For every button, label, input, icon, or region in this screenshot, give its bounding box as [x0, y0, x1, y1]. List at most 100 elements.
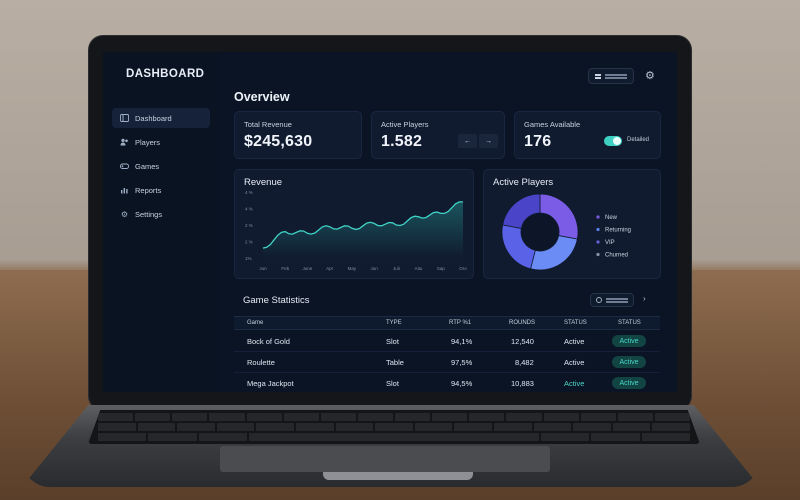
menu-lines-icon — [605, 74, 627, 76]
status-badge: Active — [612, 356, 646, 368]
revenue-chart-panel: Revenue 4 % 4 % 2 % 2 % 1% Jun Feb June Apr May Ju… — [234, 169, 474, 279]
arrow-left-icon[interactable]: ← — [458, 134, 477, 148]
x-tick-label: Juli — [393, 266, 400, 271]
x-tick-label: Apr — [326, 266, 334, 271]
y-tick-label: 2 % — [245, 240, 253, 245]
game-rounds: 12,540 — [511, 337, 534, 346]
sidebar: DASHBOARD Dashboard Players Games Report… — [103, 52, 221, 392]
legend-marker — [596, 240, 600, 244]
detailed-toggle[interactable] — [604, 136, 622, 146]
laptop-screen: DASHBOARD Dashboard Players Games Report… — [103, 52, 677, 392]
sidebar-item-label: Reports — [135, 185, 162, 195]
x-tick-label: May — [348, 266, 357, 271]
x-tick-label: Feb — [281, 266, 289, 271]
total-revenue-value: $245,630 — [244, 133, 313, 150]
active-players-panel: Active Players New Returning VIP Churned — [483, 169, 661, 279]
revenue-chart-title: Revenue — [244, 177, 283, 188]
sidebar-item-players[interactable]: Players — [112, 132, 210, 152]
legend-marker — [596, 227, 600, 232]
page-title: Overview — [234, 90, 290, 104]
table-row[interactable]: Mega Jackpot Slot 94,5% 10,883 Active Ac… — [234, 373, 660, 392]
gear-icon[interactable]: ⚙ — [645, 70, 655, 82]
column-header: STATUS — [618, 320, 641, 326]
sidebar-item-label: Dashboard — [135, 113, 172, 123]
menu-lines-icon — [606, 298, 628, 300]
table-header: Game TYPE RTP %1 ROUNDS STATUS STATUS — [234, 316, 660, 330]
active-players-value: 1.582 — [381, 133, 423, 150]
x-tick-label: Jun — [370, 266, 378, 271]
total-revenue-card: Total Revenue $245,630 — [234, 111, 362, 159]
column-header: Game — [247, 320, 264, 326]
game-type: Table — [386, 358, 404, 367]
active-players-card: Active Players 1.582 ← → — [371, 111, 505, 159]
column-header: RTP %1 — [449, 320, 472, 326]
revenue-series-line — [262, 201, 463, 249]
game-rtp: 97,5% — [451, 358, 473, 367]
x-tick-label: Aitu — [415, 266, 423, 271]
sidebar-item-label: Players — [135, 137, 161, 147]
gamepad-icon — [120, 162, 129, 170]
arrow-right-icon[interactable]: → — [479, 134, 498, 148]
dashboard-icon — [120, 114, 129, 122]
chevron-right-icon[interactable]: › — [643, 294, 646, 303]
sidebar-item-label: Settings — [135, 209, 163, 219]
sidebar-item-reports[interactable]: Reports — [112, 180, 210, 200]
table-row[interactable]: Roulette Table 97,5% 8,482 Active Active — [234, 352, 660, 373]
card-label: Games Available — [524, 120, 581, 129]
legend-label: New — [605, 215, 618, 221]
card-label: Total Revenue — [244, 120, 292, 129]
active-players-chart-title: Active Players — [493, 177, 554, 188]
y-tick-label: 4 % — [245, 190, 253, 195]
column-header: ROUNDS — [509, 320, 536, 326]
game-status: Active — [564, 337, 585, 346]
card-label: Active Players — [381, 120, 429, 129]
toggle-label: Detailed — [627, 137, 650, 143]
x-tick-label: June — [303, 266, 313, 271]
status-badge: Active — [612, 335, 646, 347]
trackpad — [220, 446, 550, 472]
sidebar-item-games[interactable]: Games — [112, 156, 210, 176]
legend-marker — [596, 252, 600, 257]
game-rtp: 94,1% — [451, 337, 473, 346]
column-header: TYPE — [386, 320, 402, 326]
table-row[interactable]: Bock of Gold Slot 94,1% 12,540 Active Ac… — [234, 331, 660, 352]
game-name: Roulette — [247, 358, 275, 367]
x-tick-label: Sap — [437, 266, 446, 271]
gear-icon: ⚙ — [120, 209, 129, 219]
y-tick-label: 2 % — [245, 223, 253, 228]
game-type: Slot — [386, 337, 399, 346]
legend-label: VIP — [605, 240, 615, 246]
lid-notch — [323, 472, 473, 480]
sidebar-item-dashboard[interactable]: Dashboard — [112, 108, 210, 128]
y-tick-label: 1% — [245, 256, 252, 261]
sidebar-item-settings[interactable]: ⚙ Settings — [112, 204, 210, 224]
legend-marker — [596, 215, 600, 219]
legend-label: Churned — [605, 253, 628, 259]
keyboard — [88, 410, 700, 444]
game-status: Active — [564, 379, 585, 388]
game-name: Bock of Gold — [247, 337, 290, 346]
bar-chart-icon — [120, 186, 129, 194]
game-rounds: 10,883 — [511, 379, 534, 388]
game-type: Slot — [386, 379, 399, 388]
column-header: STATUS — [564, 320, 587, 326]
game-statistics-title: Game Statistics — [243, 295, 310, 306]
filter-button[interactable] — [590, 293, 634, 307]
revenue-line-chart: 4 % 4 % 2 % 2 % 1% Jun Feb June Apr May Jun Juli Ait… — [245, 190, 467, 271]
game-rtp: 94,5% — [451, 379, 473, 388]
players-icon — [120, 138, 129, 146]
y-tick-label: 4 % — [245, 207, 253, 212]
game-status: Active — [564, 358, 585, 367]
game-rounds: 8,482 — [515, 358, 534, 367]
x-tick-label: Oro — [459, 266, 467, 271]
sidebar-item-label: Games — [135, 161, 160, 171]
games-available-card: Games Available 176 Detailed — [514, 111, 661, 159]
app-title: DASHBOARD — [126, 68, 205, 80]
donut-slice — [502, 193, 541, 229]
status-badge: Active — [612, 377, 646, 389]
menu-lines-icon — [595, 74, 601, 76]
x-tick-label: Jun — [259, 266, 267, 271]
menu-toggle-button[interactable] — [588, 68, 634, 84]
filter-icon — [596, 297, 602, 303]
legend-label: Returning — [605, 228, 631, 234]
